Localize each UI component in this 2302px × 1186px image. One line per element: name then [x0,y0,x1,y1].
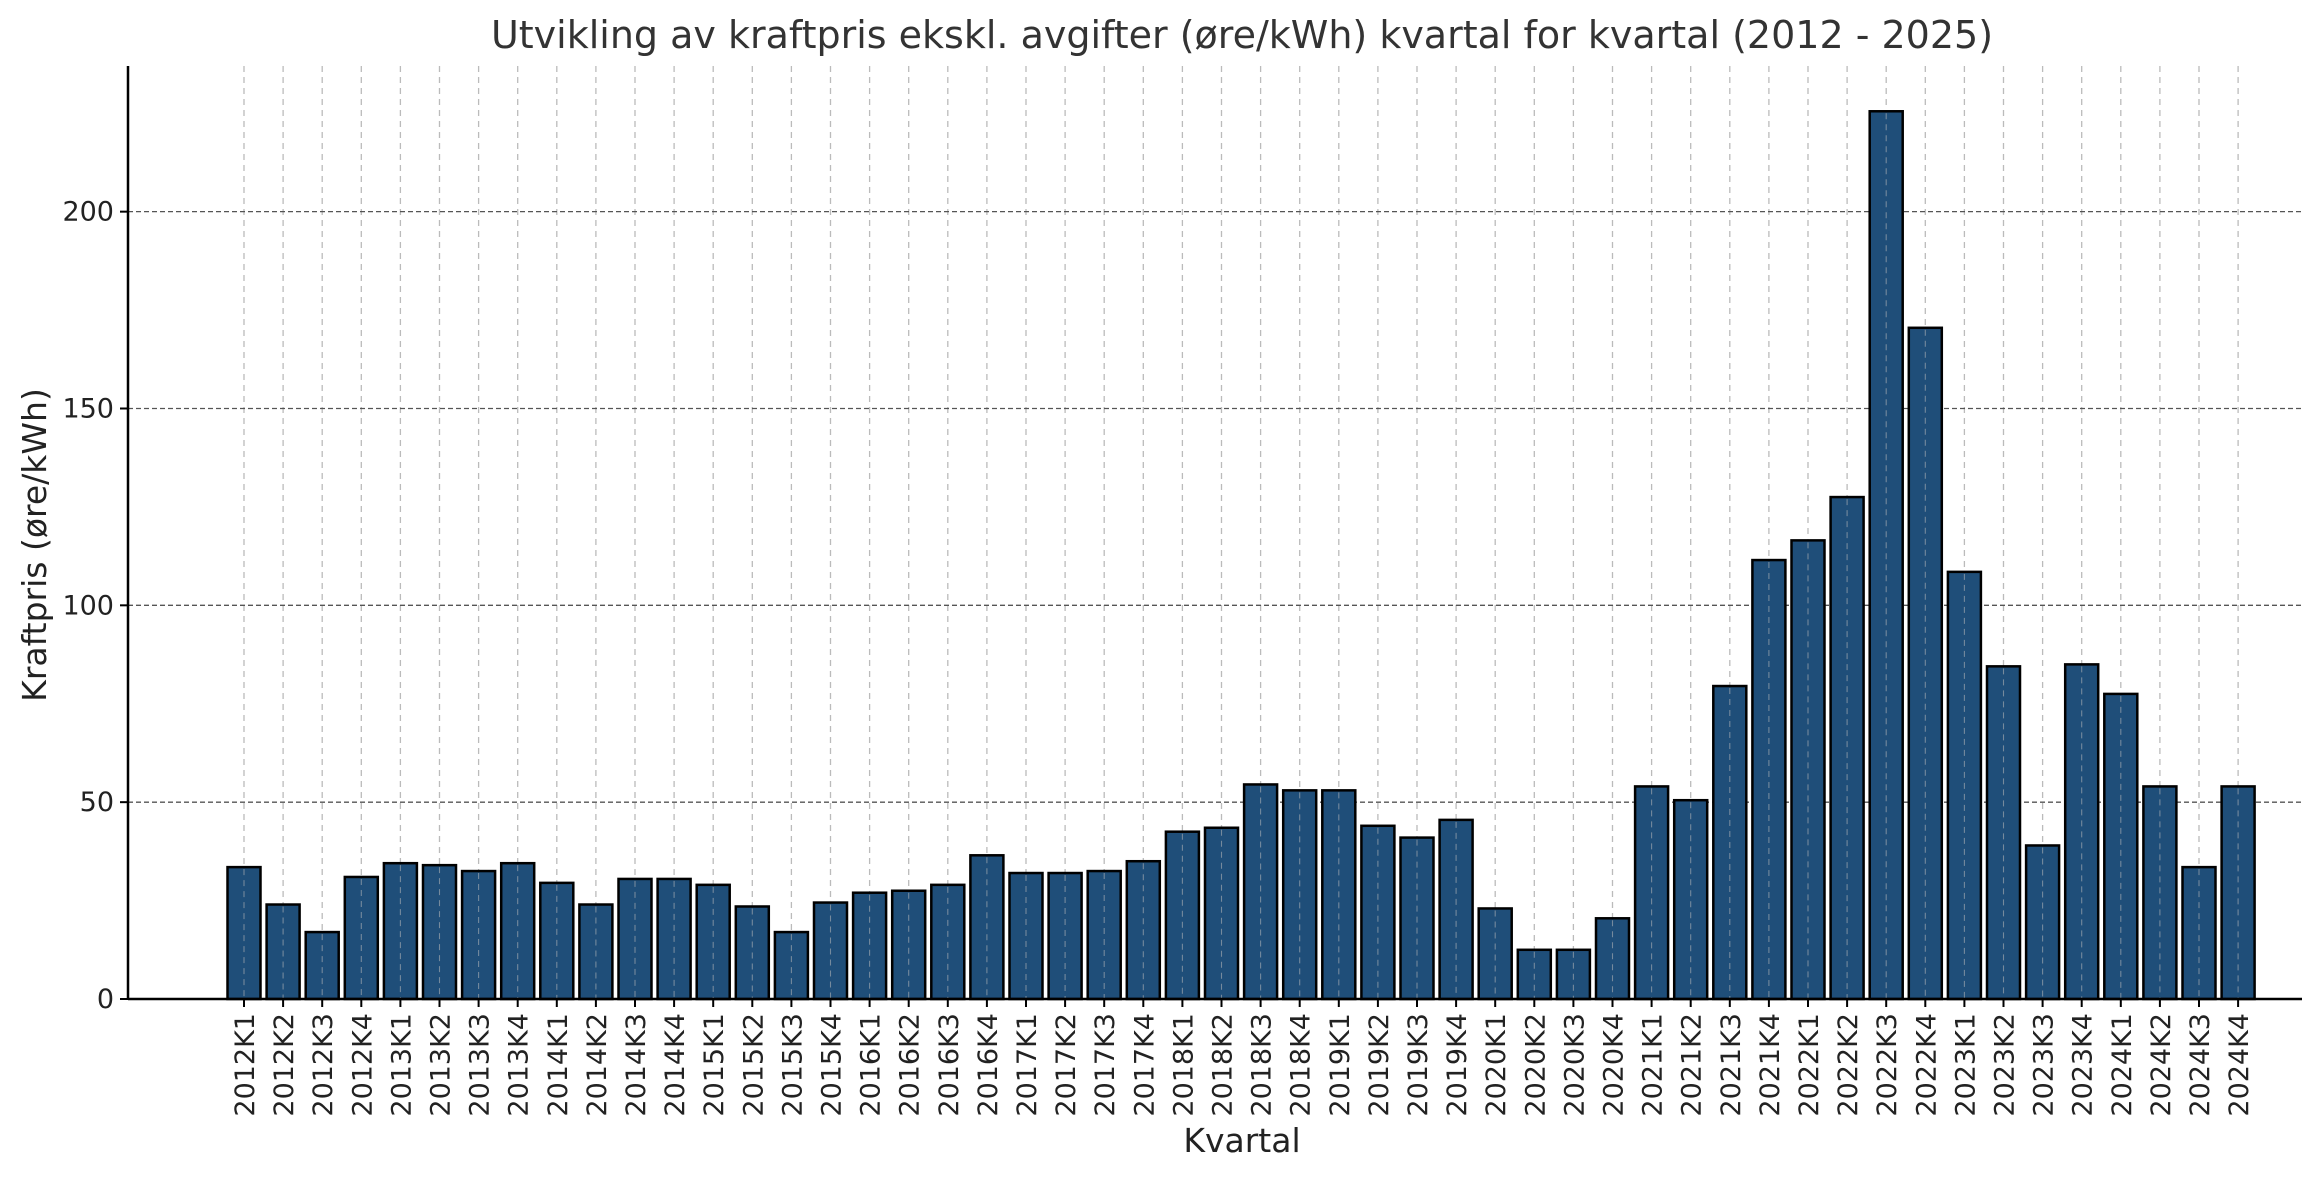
x-tick-label: 2024K4 [2224,1013,2255,1117]
bars [226,110,2256,1001]
x-tick-label: 2022K2 [1833,1013,1864,1117]
tick-labels: 0 50 100 150 200 2012K1 2012K2 2012K3 2012K4 2013… [62,197,2255,1117]
x-tick-label: 2021K2 [1677,1013,1708,1117]
x-tick-label: 2015K4 [817,1013,848,1117]
x-tick-label: 2019K2 [1364,1013,1395,1117]
bar-2023K3 [2024,844,2061,1001]
x-tick-label: 2012K3 [308,1013,339,1117]
x-tick-label: 2024K1 [2107,1013,2138,1117]
x-tick-label: 2022K3 [1872,1013,1903,1117]
x-tick-label: 2014K2 [582,1013,613,1117]
x-tick-label: 2012K4 [347,1013,378,1117]
y-tick-label: 100 [62,590,114,621]
x-tick-label: 2014K1 [543,1013,574,1117]
bar-2013K2 [421,863,458,1001]
x-tick-label: 2020K4 [1599,1013,1630,1117]
x-tick-label: 2023K2 [1990,1013,2021,1117]
axes [120,66,2302,1007]
x-tick-label: 2020K3 [1559,1013,1590,1117]
bar-2021K4 [1751,558,1787,1001]
x-tick-label: 2021K1 [1638,1013,1669,1117]
y-axis-label: Kraftpris (øre/kWh) [15,388,54,702]
x-axis-label: Kvartal [1183,1121,1300,1160]
x-tick-label: 2024K3 [2185,1013,2216,1117]
x-tick-label: 2023K1 [1950,1013,1981,1117]
bar-2013K3 [460,869,497,1001]
bar-2012K3 [304,930,340,1001]
x-tick-label: 2013K3 [465,1013,496,1117]
x-tick-label: 2015K2 [738,1013,769,1117]
x-tick-label: 2013K2 [426,1013,457,1117]
gridlines [128,66,2302,999]
x-tick-label: 2021K4 [1755,1013,1786,1117]
y-tick-label: 200 [62,197,114,228]
x-tick-label: 2018K4 [1286,1013,1317,1117]
x-tick-label: 2012K1 [230,1013,261,1117]
x-tick-label: 2022K4 [1911,1013,1942,1117]
y-tick-label: 50 [80,787,114,818]
x-tick-label: 2013K1 [386,1013,417,1117]
bar-2012K1 [226,865,262,1001]
bar-2024K1 [2103,692,2139,1001]
x-tick-label: 2017K1 [1012,1013,1043,1117]
x-tick-label: 2016K3 [934,1013,965,1117]
x-tick-label: 2014K3 [621,1013,652,1117]
bar-2015K3 [773,930,810,1001]
x-tick-label: 2024K2 [2146,1013,2177,1117]
y-tick-label: 150 [62,393,114,424]
x-tick-label: 2019K1 [1325,1013,1356,1117]
bar-2022K1 [1790,539,1826,1001]
x-tick-label: 2020K2 [1520,1013,1551,1117]
x-tick-label: 2023K4 [2068,1013,2099,1117]
x-tick-label: 2015K1 [699,1013,730,1117]
x-tick-label: 2023K3 [2029,1013,2060,1117]
x-tick-label: 2013K4 [504,1013,535,1117]
x-tick-label: 2017K4 [1129,1013,1160,1117]
x-tick-label: 2019K3 [1403,1013,1434,1117]
x-tick-label: 2020K1 [1481,1013,1512,1117]
bar-2022K2 [1829,495,1865,1001]
x-tick-label: 2016K2 [895,1013,926,1117]
bar-2019K1 [1321,789,1357,1001]
x-tick-label: 2022K1 [1794,1013,1825,1117]
x-tick-label: 2019K4 [1442,1013,1473,1117]
x-tick-label: 2017K2 [1051,1013,1082,1117]
x-tick-label: 2021K3 [1716,1013,1747,1117]
x-tick-label: 2016K1 [856,1013,887,1117]
x-tick-label: 2018K2 [1208,1013,1239,1117]
x-tick-label: 2017K3 [1090,1013,1121,1117]
y-tick-label: 0 [97,984,114,1015]
x-tick-label: 2012K2 [269,1013,300,1117]
chart-title: Utvikling av kraftpris ekskl. avgifter (… [491,13,1993,57]
bar-2017K3 [1086,869,1122,1001]
x-tick-label: 2015K3 [777,1013,808,1117]
x-tick-label: 2018K3 [1247,1013,1278,1117]
x-tick-label: 2018K1 [1168,1013,1199,1117]
x-tick-label: 2014K4 [660,1013,691,1117]
x-tick-label: 2016K4 [973,1013,1004,1117]
